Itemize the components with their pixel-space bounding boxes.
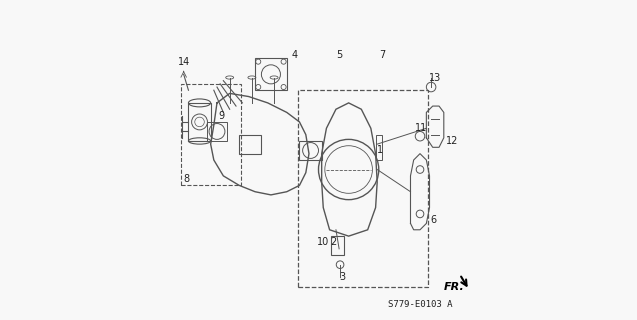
Text: FR.: FR.	[444, 282, 464, 292]
Text: 5: 5	[336, 50, 342, 60]
Text: 1: 1	[377, 146, 383, 156]
Text: 4: 4	[292, 50, 298, 60]
Text: 13: 13	[429, 73, 441, 83]
Text: 7: 7	[379, 50, 385, 60]
Text: 3: 3	[339, 272, 345, 282]
Text: S779-E0103 A: S779-E0103 A	[388, 300, 452, 309]
Text: 10: 10	[317, 237, 329, 247]
Text: 9: 9	[218, 111, 225, 121]
Bar	[180, 84, 241, 185]
Text: 12: 12	[445, 136, 458, 146]
Bar	[298, 90, 428, 287]
Text: 2: 2	[330, 237, 336, 247]
Text: 14: 14	[178, 57, 190, 67]
Text: 11: 11	[415, 123, 427, 133]
Text: 6: 6	[430, 215, 436, 225]
Text: 8: 8	[184, 174, 190, 184]
